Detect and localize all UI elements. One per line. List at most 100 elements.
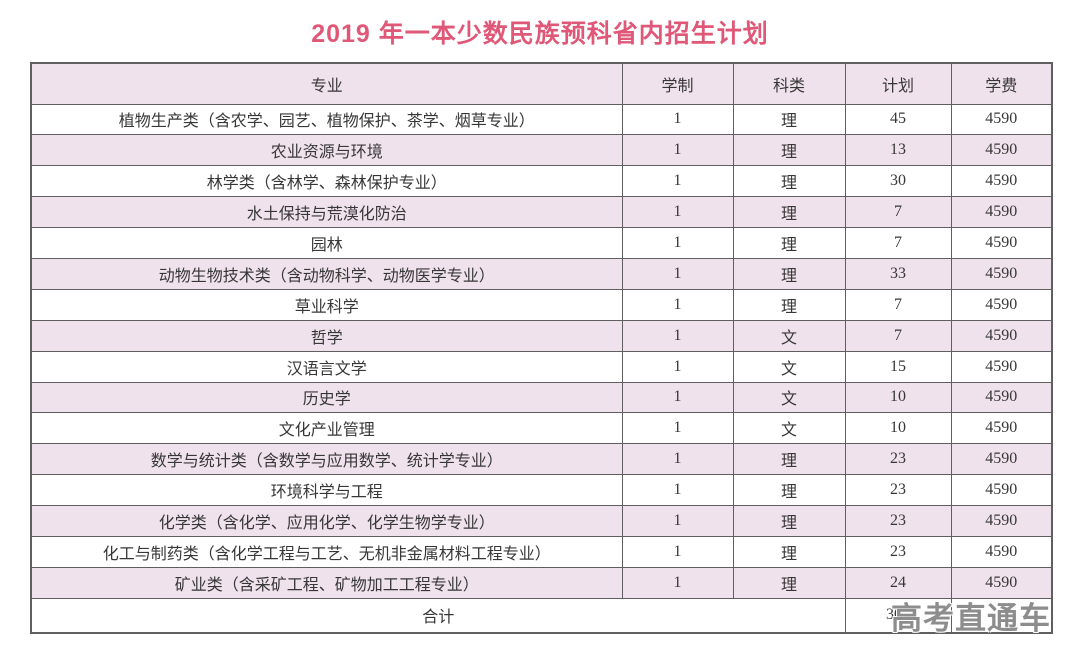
- years-cell: 1: [621, 381, 734, 414]
- table-row: 动物生物技术类（含动物科学、动物医学专业） 1 理 33 4590: [30, 257, 1053, 290]
- col-header-fee: 学费: [950, 62, 1053, 105]
- fee-cell: 4590: [950, 505, 1053, 537]
- category-cell: 文: [732, 350, 846, 383]
- table-row: 水土保持与荒漠化防治 1 理 7 4590: [30, 196, 1053, 229]
- plan-cell: 23: [844, 505, 952, 537]
- table-row: 园林 1 理 7 4590: [30, 227, 1053, 259]
- years-cell: 1: [621, 566, 734, 599]
- enrollment-plan-table: 专业 学制 科类 计划 学费 植物生产类（含农学、园艺、植物保护、茶学、烟草专业…: [30, 61, 1053, 634]
- major-cell: 汉语言文学: [30, 350, 623, 383]
- total-plan-cell: 300: [844, 597, 952, 634]
- plan-cell: 13: [844, 134, 952, 167]
- years-cell: 1: [621, 196, 734, 229]
- fee-cell: 4590: [950, 566, 1053, 599]
- plan-cell: 33: [844, 257, 952, 290]
- category-cell: 理: [732, 566, 846, 599]
- plan-cell: 7: [844, 227, 952, 259]
- table-row: 植物生产类（含农学、园艺、植物保护、茶学、烟草专业） 1 理 45 4590: [30, 103, 1053, 136]
- plan-cell: 23: [844, 535, 952, 568]
- col-header-category: 科类: [732, 62, 846, 105]
- page-title: 2019 年一本少数民族预科省内招生计划: [311, 20, 769, 48]
- fee-cell: 4590: [950, 165, 1053, 198]
- fee-cell: 4590: [950, 412, 1053, 445]
- col-header-major: 专业: [30, 62, 623, 105]
- major-cell: 园林: [30, 227, 623, 259]
- fee-cell: 4590: [950, 474, 1053, 507]
- category-cell: 理: [732, 103, 846, 136]
- table-row: 农业资源与环境 1 理 13 4590: [30, 134, 1053, 167]
- category-cell: 理: [732, 288, 846, 321]
- plan-cell: 7: [844, 196, 952, 229]
- fee-cell: 4590: [950, 134, 1053, 167]
- major-cell: 数学与统计类（含数学与应用数学、统计学专业）: [30, 443, 623, 476]
- years-cell: 1: [621, 535, 734, 568]
- major-cell: 哲学: [30, 319, 623, 352]
- plan-cell: 45: [844, 103, 952, 136]
- plan-cell: 30: [844, 165, 952, 198]
- category-cell: 理: [732, 443, 846, 476]
- category-cell: 理: [732, 196, 846, 229]
- fee-cell: 4590: [950, 350, 1053, 383]
- table-row: 数学与统计类（含数学与应用数学、统计学专业） 1 理 23 4590: [30, 443, 1053, 476]
- plan-cell: 23: [844, 443, 952, 476]
- table-row: 哲学 1 文 7 4590: [30, 319, 1053, 352]
- total-fee-cell: [950, 597, 1053, 634]
- years-cell: 1: [621, 288, 734, 321]
- fee-cell: 4590: [950, 535, 1053, 568]
- plan-cell: 10: [844, 412, 952, 445]
- major-cell: 化工与制药类（含化学工程与工艺、无机非金属材料工程专业）: [30, 535, 623, 568]
- table-row: 汉语言文学 1 文 15 4590: [30, 350, 1053, 383]
- total-label-cell: 合计: [30, 597, 846, 634]
- category-cell: 理: [732, 257, 846, 290]
- fee-cell: 4590: [950, 319, 1053, 352]
- table-row: 历史学 1 文 10 4590: [30, 381, 1053, 414]
- fee-cell: 4590: [950, 288, 1053, 321]
- fee-cell: 4590: [950, 381, 1053, 414]
- category-cell: 理: [732, 535, 846, 568]
- table-row: 化工与制药类（含化学工程与工艺、无机非金属材料工程专业） 1 理 23 4590: [30, 535, 1053, 568]
- table-row: 林学类（含林学、森林保护专业） 1 理 30 4590: [30, 165, 1053, 198]
- category-cell: 文: [732, 412, 846, 445]
- years-cell: 1: [621, 505, 734, 537]
- years-cell: 1: [621, 165, 734, 198]
- major-cell: 林学类（含林学、森林保护专业）: [30, 165, 623, 198]
- years-cell: 1: [621, 257, 734, 290]
- years-cell: 1: [621, 350, 734, 383]
- plan-cell: 24: [844, 566, 952, 599]
- category-cell: 理: [732, 227, 846, 259]
- plan-cell: 7: [844, 319, 952, 352]
- major-cell: 动物生物技术类（含动物科学、动物医学专业）: [30, 257, 623, 290]
- col-header-years: 学制: [621, 62, 734, 105]
- table-body: 植物生产类（含农学、园艺、植物保护、茶学、烟草专业） 1 理 45 4590 农业资源与环…: [30, 103, 1053, 599]
- table-row: 环境科学与工程 1 理 23 4590: [30, 474, 1053, 507]
- major-cell: 草业科学: [30, 288, 623, 321]
- total-row: 合计 300: [30, 597, 1053, 634]
- fee-cell: 4590: [950, 196, 1053, 229]
- fee-cell: 4590: [950, 257, 1053, 290]
- col-header-plan: 计划: [844, 62, 952, 105]
- category-cell: 理: [732, 165, 846, 198]
- years-cell: 1: [621, 443, 734, 476]
- fee-cell: 4590: [950, 103, 1053, 136]
- table-row: 文化产业管理 1 文 10 4590: [30, 412, 1053, 445]
- category-cell: 理: [732, 134, 846, 167]
- years-cell: 1: [621, 227, 734, 259]
- major-cell: 植物生产类（含农学、园艺、植物保护、茶学、烟草专业）: [30, 103, 623, 136]
- years-cell: 1: [621, 134, 734, 167]
- table-row: 草业科学 1 理 7 4590: [30, 288, 1053, 321]
- years-cell: 1: [621, 412, 734, 445]
- fee-cell: 4590: [950, 227, 1053, 259]
- header-row: 专业 学制 科类 计划 学费: [30, 62, 1053, 105]
- major-cell: 文化产业管理: [30, 412, 623, 445]
- major-cell: 化学类（含化学、应用化学、化学生物学专业）: [30, 505, 623, 537]
- years-cell: 1: [621, 319, 734, 352]
- major-cell: 水土保持与荒漠化防治: [30, 196, 623, 229]
- years-cell: 1: [621, 474, 734, 507]
- major-cell: 矿业类（含采矿工程、矿物加工工程专业）: [30, 566, 623, 599]
- major-cell: 环境科学与工程: [30, 474, 623, 507]
- category-cell: 文: [732, 381, 846, 414]
- plan-cell: 23: [844, 474, 952, 507]
- plan-cell: 10: [844, 381, 952, 414]
- years-cell: 1: [621, 103, 734, 136]
